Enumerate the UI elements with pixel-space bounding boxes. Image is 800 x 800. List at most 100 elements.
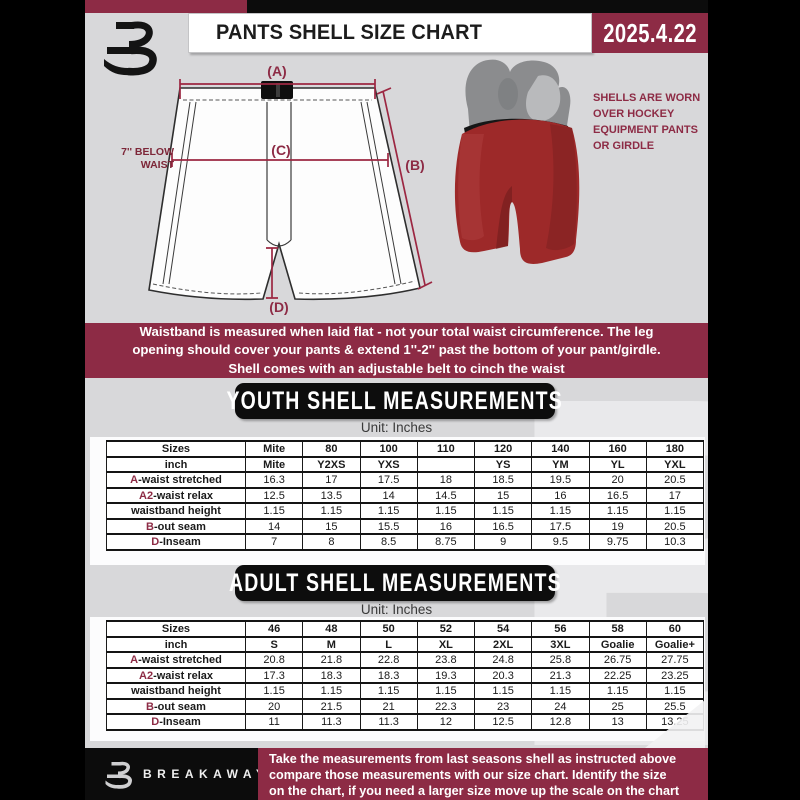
value-cell: 15	[303, 519, 361, 533]
value-cell: 100	[361, 442, 418, 456]
value-cell: 1.15	[361, 504, 418, 518]
value-cell: 21.8	[303, 653, 361, 667]
adult-section-header: ADULT SHELL MEASUREMENTS	[229, 565, 560, 601]
page-title: PANTS SHELL SIZE CHART	[216, 21, 483, 44]
value-cell: 22.8	[361, 653, 418, 667]
value-cell: 13	[590, 715, 647, 729]
text-line: SHELLS ARE WORN	[593, 92, 701, 104]
value-cell: 22.3	[418, 699, 475, 713]
row-label-cell: A-waist stretched	[106, 473, 246, 487]
value-cell: 11.3	[303, 715, 361, 729]
value-cell: 1.15	[475, 684, 533, 698]
value-cell: 11.3	[361, 715, 418, 729]
adult-size-table: Sizes 46 48 50 52 54 56 58 60 inch S M L XL 2XL 3XL Goal…	[106, 620, 704, 731]
value-cell: 17.3	[246, 668, 304, 682]
document-page: B PANTS SHELL SIZE CHART 2025.4.22 (A) (…	[85, 0, 708, 800]
date-badge: 2025.4.22	[592, 13, 708, 53]
value-cell: 12.5	[246, 488, 304, 502]
value-cell: 9.75	[590, 535, 647, 549]
page-curl-decoration	[645, 700, 705, 748]
value-cell: 8	[303, 535, 361, 549]
below-waist-note: 7'' BELOW WAIST	[121, 146, 174, 171]
row-label-prefix: A2	[139, 669, 154, 682]
red-shell	[454, 119, 580, 264]
dim-label-b: (B)	[405, 157, 424, 173]
footer-brand-area: BREAKAWAY	[85, 748, 264, 800]
value-cell: 14.5	[418, 488, 475, 502]
value-cell: 17	[647, 488, 704, 502]
text-line: OR GIRDLE	[593, 140, 655, 152]
value-cell: 21	[361, 699, 418, 713]
youth-size-table: Sizes Mite 80 100 110 120 140 160 180 inch Mite Y2X…	[106, 440, 704, 551]
text-line: opening should cover your pants & extend…	[132, 342, 661, 358]
value-cell: 18.5	[475, 473, 533, 487]
value-cell: 24.8	[475, 653, 533, 667]
value-cell: 12.8	[532, 715, 590, 729]
value-cell: Goalie+	[647, 637, 704, 651]
value-cell: 16.5	[475, 519, 533, 533]
text-line: Shell comes with an adjustable belt to c…	[228, 360, 565, 376]
value-cell: 20	[590, 473, 647, 487]
row-label-prefix: A	[130, 474, 139, 486]
value-cell: 7	[246, 535, 304, 549]
value-cell: 46	[246, 622, 304, 636]
adult-unit-label: Unit: Inches	[360, 602, 433, 617]
breakaway-b-logo-footer-icon	[105, 758, 135, 790]
row-label-prefix: A2	[139, 489, 154, 502]
value-cell: YXL	[647, 457, 704, 471]
value-cell: 9.5	[532, 535, 590, 549]
row-label-cell: waistband height	[106, 684, 246, 698]
value-cell: 17.5	[361, 473, 418, 487]
row-label-cell: A2-waist relax	[106, 488, 246, 502]
title-bar: PANTS SHELL SIZE CHART	[188, 13, 592, 53]
value-cell: 16	[532, 488, 590, 502]
value-cell: 14	[246, 519, 304, 533]
table-row: inch S M L XL 2XL 3XL Goalie Goalie+	[106, 637, 704, 653]
table-row: A2-waist relax 17.3 18.3 18.3 19.3 20.3 21.3 22…	[106, 668, 704, 684]
value-cell: Goalie	[590, 637, 647, 651]
value-cell: 1.15	[475, 504, 533, 518]
value-cell: 50	[361, 622, 418, 636]
row-label-cell: A2-waist relax	[106, 668, 246, 682]
value-cell: YM	[532, 457, 590, 471]
date-text: 2025.4.22	[603, 17, 697, 48]
value-cell: 1.15	[303, 504, 361, 518]
value-cell: 17.5	[532, 519, 590, 533]
dim-label-a: (A)	[267, 63, 286, 79]
row-label-cell: inch	[106, 637, 246, 651]
value-cell: 18.3	[303, 668, 361, 682]
value-cell: 23.25	[647, 668, 704, 682]
value-cell: 19	[590, 519, 647, 533]
value-cell: 1.15	[590, 504, 647, 518]
row-label-prefix: D	[151, 536, 160, 548]
value-cell: 18	[418, 473, 475, 487]
value-cell: 20.3	[475, 668, 533, 682]
value-cell: L	[361, 637, 418, 651]
row-label-prefix: A	[130, 654, 139, 666]
value-cell: 2XL	[475, 637, 533, 651]
value-cell: 1.15	[418, 504, 475, 518]
value-cell: 120	[475, 442, 533, 456]
value-cell: 14	[361, 488, 418, 502]
row-label-cell: B-out seam	[106, 699, 246, 713]
value-cell: 11	[246, 715, 304, 729]
youth-section-header: YOUTH SHELL MEASUREMENTS	[227, 383, 562, 419]
value-cell: 1.15	[246, 684, 304, 698]
value-cell: 1.15	[532, 504, 590, 518]
row-label-cell: waistband height	[106, 504, 246, 518]
text-line: OVER HOCKEY	[593, 108, 675, 120]
photo-note: SHELLS ARE WORN OVER HOCKEY EQUIPMENT PANT…	[593, 90, 708, 154]
table-row: waistband height 1.15 1.15 1.15 1.15 1.15 1.15…	[106, 504, 704, 520]
value-cell: 160	[590, 442, 647, 456]
table-row: D-Inseam 11 11.3 11.3 12 12.5 12.8 13 13.25	[106, 715, 704, 731]
value-cell: YS	[475, 457, 533, 471]
value-cell: 12.5	[475, 715, 533, 729]
value-cell: 24	[532, 699, 590, 713]
value-cell: Y2XS	[303, 457, 361, 471]
value-cell: 110	[418, 442, 475, 456]
table-row: D-Inseam 7 8 8.5 8.75 9 9.5 9.75 10.3	[106, 535, 704, 551]
value-cell: 1.15	[303, 684, 361, 698]
row-label-prefix: B	[146, 520, 154, 533]
shell-measurement-diagram: (A) (B) (C) (D)	[148, 63, 433, 315]
value-cell: XL	[418, 637, 475, 651]
